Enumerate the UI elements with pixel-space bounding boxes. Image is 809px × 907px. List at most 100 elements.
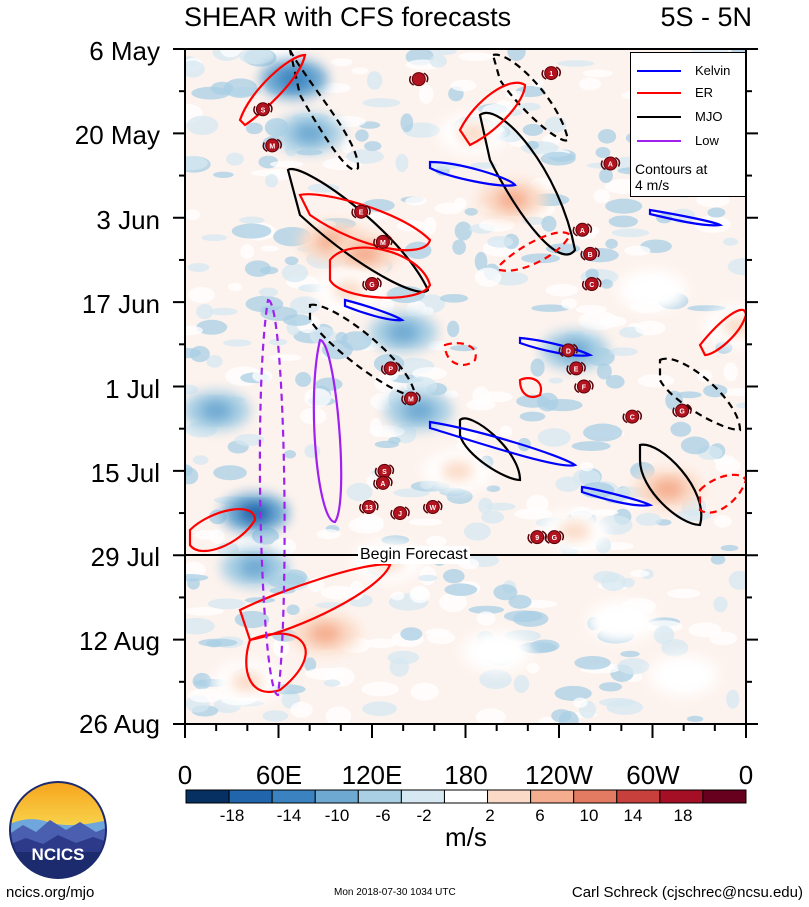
colorbar-tick-label: 2 [485,806,495,825]
texture-blob [561,298,577,310]
texture-blob [455,440,490,452]
texture-blob [637,374,675,388]
texture-blob [418,84,434,104]
texture-blob [271,538,297,556]
storm-letter: 13 [365,505,373,512]
contour-line [638,443,703,527]
x-tick-label: 120E [341,760,403,790]
storm-arm [580,250,586,261]
texture-blob [713,596,728,613]
storm-arm [544,533,550,544]
anomaly-patch [618,270,687,311]
legend-swatch-er [637,92,681,94]
storm-marker: E [351,204,371,219]
texture-blob [269,160,304,168]
storm-symbol [411,72,426,87]
texture-blob [388,436,401,444]
contour-line [238,563,392,642]
colorbar-segment [702,789,747,804]
texture-blob [260,245,279,252]
texture-blob [521,253,561,264]
storm-letter: B [588,252,593,259]
storm-letter: G [369,282,375,289]
storm-symbol [265,138,280,153]
storm-symbol [383,361,398,376]
storm-arm [541,69,547,80]
storm-arm [376,277,382,288]
texture-blob [727,258,746,276]
texture-blob [194,529,218,540]
storm-arm [558,347,564,358]
texture-blob [513,674,530,694]
legend-swatch-mjo [637,116,681,118]
storm-arm [437,500,443,511]
texture-blob [530,358,545,377]
texture-blob [617,657,650,675]
texture-blob [213,465,247,481]
colorbar-tick-label: -2 [416,806,432,825]
texture-blob [425,535,447,547]
footer-author: Carl Schreck (cjschrec@ncsu.edu) [571,884,803,901]
storm-marker: G [362,277,382,292]
storm-arm [390,509,396,520]
storm-symbol [675,403,690,418]
storm-letter: 9 [535,535,539,542]
anomaly-core [667,665,700,686]
storm-arm [686,403,692,414]
y-tick-label: 26 Aug [79,709,160,739]
chart-title: SHEAR with CFS forecasts [184,2,512,32]
storm-symbol [583,246,598,261]
storm-symbol [575,222,590,237]
x-tick-label: 120W [525,760,593,790]
y-tick-label: 12 Aug [79,626,160,656]
texture-blob [283,449,296,459]
storm-arm [362,280,368,291]
texture-blob [304,388,331,408]
y-tick-label: 15 Jul [90,458,160,488]
texture-blob [474,251,488,272]
storm-arm [622,413,628,424]
storm-symbol [569,361,584,376]
footer-url[interactable]: ncics.org/mjo [6,884,95,901]
storm-marker: A [600,156,621,171]
texture-blob [207,598,246,610]
texture-blob [258,287,278,297]
texture-blob [348,516,384,534]
storm-arm [580,361,586,372]
texture-blob [420,480,433,490]
texture-blob [390,591,405,601]
storm-arm [581,280,588,291]
colorbar-tick-label: 18 [673,806,693,825]
storm-marker [409,72,429,87]
texture-blob [196,303,214,320]
y-tick-label: 29 Jul [90,542,160,572]
texture-blob [185,325,203,336]
storm-symbol [255,102,270,117]
storm-symbol [603,156,618,171]
texture-blob [368,212,388,220]
texture-blob [598,682,623,692]
texture-blob [245,122,263,135]
texture-blob [542,399,583,412]
texture-blob [323,679,341,687]
storm-marker: P [380,361,401,376]
contour-line [428,420,578,467]
storm-letter: M [408,397,414,404]
x-tick-label: 60W [626,760,680,790]
storm-symbol [354,204,369,219]
colorbar-segment [228,789,273,804]
texture-blob [192,455,209,465]
storm-arm [572,226,578,237]
texture-blob [555,476,581,492]
texture-blob [720,544,739,552]
texture-blob [580,462,594,472]
storm-arm [387,476,393,487]
texture-blob [446,489,473,504]
colorbar-tick-label: -6 [375,806,391,825]
texture-blob [558,710,579,724]
texture-blob [355,129,369,142]
storm-arm [636,409,642,420]
texture-blob [439,293,469,303]
contour-line [428,160,517,187]
